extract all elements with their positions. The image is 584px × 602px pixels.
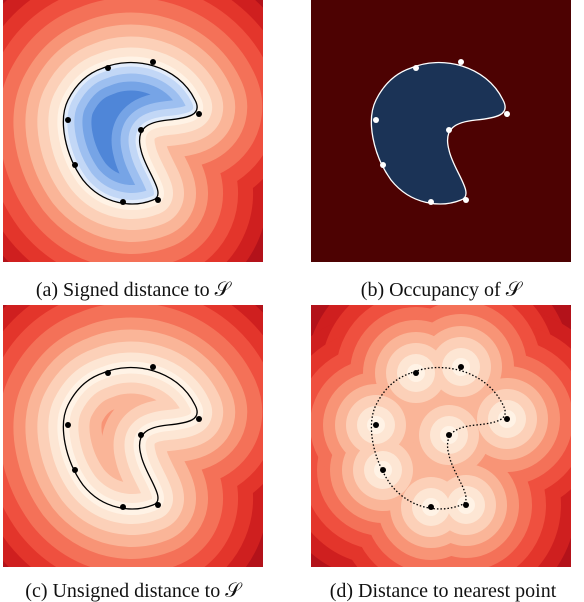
control-point	[504, 111, 510, 117]
control-point	[373, 422, 379, 428]
control-point	[150, 59, 156, 65]
control-point	[196, 111, 202, 117]
panel-unsigned-distance	[3, 305, 263, 567]
control-point	[72, 162, 78, 168]
control-point	[138, 127, 144, 133]
control-point	[413, 65, 419, 71]
control-point	[196, 416, 202, 422]
control-point	[446, 127, 452, 133]
panel-nearest-point	[311, 305, 571, 567]
control-point	[155, 197, 161, 203]
control-point	[504, 416, 510, 422]
control-point	[155, 502, 161, 508]
control-point	[373, 117, 379, 123]
control-point	[463, 502, 469, 508]
caption: (a) Signed distance to 𝒮	[36, 279, 233, 301]
control-point	[120, 504, 126, 510]
control-point	[380, 467, 386, 473]
caption: (b) Occupancy of 𝒮	[361, 279, 524, 301]
control-point	[65, 422, 71, 428]
control-point	[72, 467, 78, 473]
caption: (d) Distance to nearest point	[330, 580, 557, 602]
control-point	[413, 370, 419, 376]
control-point	[120, 199, 126, 205]
control-point	[105, 370, 111, 376]
control-point	[380, 162, 386, 168]
control-point	[105, 65, 111, 71]
control-point	[428, 199, 434, 205]
control-point	[463, 197, 469, 203]
control-point	[150, 364, 156, 370]
control-point	[458, 364, 464, 370]
control-point	[458, 59, 464, 65]
control-point	[65, 117, 71, 123]
control-point	[446, 432, 452, 438]
panel-signed-distance	[3, 0, 263, 262]
panel-occupancy	[311, 0, 571, 262]
control-point	[428, 504, 434, 510]
control-point	[138, 432, 144, 438]
caption: (c) Unsigned distance to 𝒮	[25, 580, 243, 602]
